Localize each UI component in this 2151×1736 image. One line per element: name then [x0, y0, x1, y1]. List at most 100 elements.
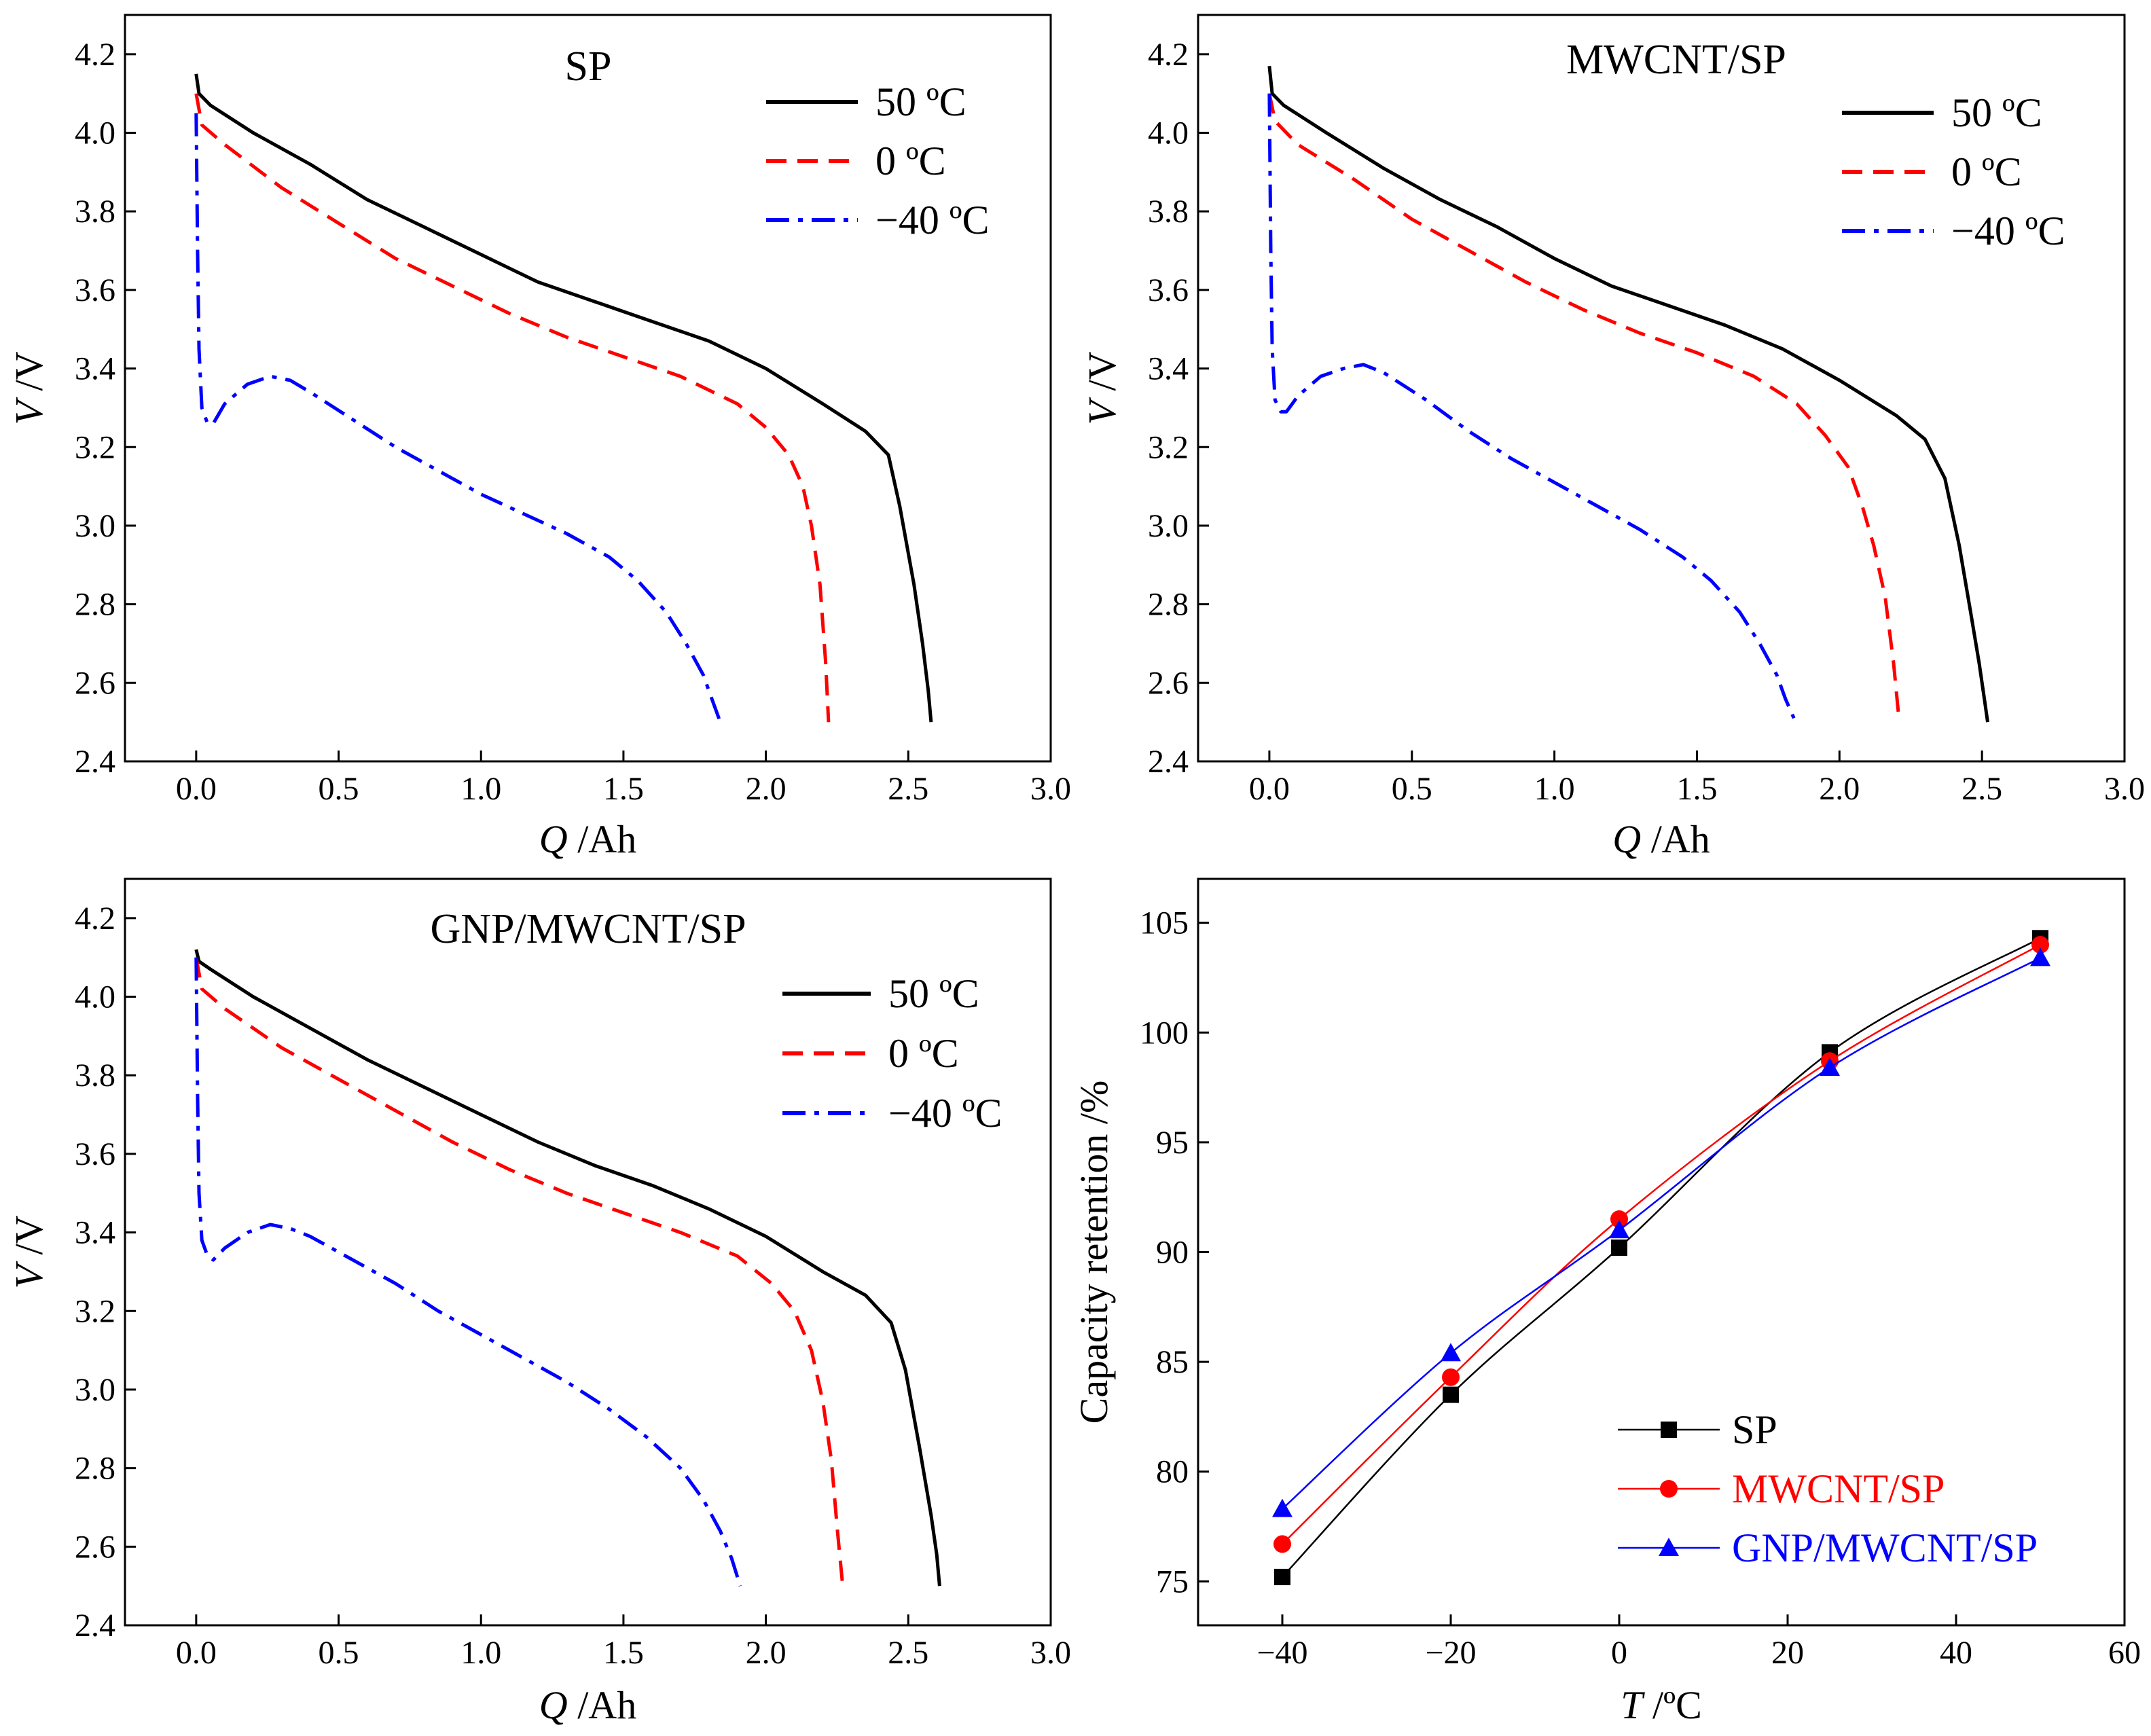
plot-frame	[124, 878, 1052, 1627]
series-line-3	[194, 957, 742, 1587]
y-axis-unit: /V	[1080, 351, 1124, 401]
data-point-2	[1273, 1535, 1291, 1553]
y-tick-label: 2.4	[1148, 744, 1189, 780]
y-tick-label: 3.6	[75, 1136, 115, 1172]
x-axis-title: Q /Ah	[539, 817, 636, 861]
y-tick-label: 2.8	[1148, 587, 1189, 623]
legend-marker	[1660, 1480, 1678, 1498]
y-tick-label: 4.2	[75, 901, 115, 937]
data-point-3	[1820, 1057, 1840, 1076]
x-tick-label: 1.5	[1676, 771, 1717, 807]
data-point-1	[1443, 1386, 1459, 1403]
x-axis-unit: /ºC	[1642, 1683, 1701, 1727]
y-tick-label: 3.2	[75, 1293, 115, 1329]
y-tick-label: 3.2	[75, 429, 115, 465]
y-tick-label: 90	[1156, 1235, 1189, 1271]
panel-4: −40 −20 0 20 40 60 75 80 85 90 95 100 105 T /ºC Capaci…	[1072, 878, 2141, 1727]
x-tick-label: 2.5	[888, 1635, 928, 1671]
data-point-2	[1610, 1210, 1628, 1229]
y-tick-label: 4.0	[1148, 115, 1189, 151]
x-tick-label: 1.0	[460, 771, 501, 807]
x-tick-label: 20	[1771, 1635, 1804, 1671]
x-tick-label: 0.0	[1249, 771, 1290, 807]
y-tick-label: 4.0	[75, 979, 115, 1015]
x-axis-unit: /Ah	[568, 1683, 637, 1727]
series-line-2	[1267, 93, 1901, 723]
legend-item-2: 0 ºC	[1842, 149, 2022, 194]
y-tick-label: 3.0	[75, 508, 115, 544]
x-axis-variable: Q	[539, 1683, 568, 1727]
series-line-1	[194, 73, 933, 723]
x-tick-label: 2.5	[888, 771, 928, 807]
y-tick-label: 105	[1140, 905, 1189, 941]
legend-label: 0 ºC	[875, 139, 946, 183]
y-tick-label: 2.6	[1148, 665, 1189, 701]
y-axis-unit: /V	[7, 351, 51, 401]
x-tick-label: 0.0	[176, 771, 217, 807]
y-tick-label: 2.8	[75, 587, 115, 623]
legend-item-2: 0 ºC	[782, 1031, 959, 1076]
x-axis-variable: Q	[539, 817, 568, 861]
panel-3: 0.0 0.5 1.0 1.5 2.0 2.5 3.0 2.4 2.6 2.8 3.0 3.2 3.4 3…	[7, 878, 1071, 1727]
x-tick-label: 0	[1611, 1635, 1627, 1671]
y-tick-label: 100	[1140, 1015, 1189, 1051]
x-tick-label: 3.0	[1030, 771, 1071, 807]
data-point-1	[1611, 1240, 1627, 1256]
x-tick-label: 0.5	[319, 771, 359, 807]
x-tick-label: 2.0	[746, 771, 787, 807]
legend-label: 50 ºC	[875, 79, 966, 124]
x-tick-label: 0.5	[319, 1635, 359, 1671]
x-tick-label: 60	[2108, 1635, 2141, 1671]
series-line-3	[194, 113, 722, 723]
y-tick-label: 3.8	[75, 194, 115, 230]
plot-frame	[124, 14, 1052, 763]
x-axis-unit: /Ah	[568, 817, 637, 861]
data-point-3	[1441, 1343, 1461, 1362]
legend-item-1: SP	[1618, 1407, 1777, 1452]
plot-frame	[1197, 14, 2126, 763]
series-curve-2	[1282, 943, 2041, 1545]
x-tick-label: −40	[1257, 1635, 1307, 1671]
y-axis-variable: V	[1080, 396, 1124, 424]
y-tick-label: 2.6	[75, 665, 115, 701]
y-axis-title: V /V	[7, 351, 51, 424]
y-tick-label: 4.2	[1148, 37, 1189, 73]
data-point-3	[2030, 947, 2050, 966]
y-tick-label: 3.8	[75, 1057, 115, 1093]
legend-label: SP	[1732, 1407, 1777, 1452]
y-tick-label: 75	[1156, 1563, 1189, 1599]
panel-1: 0.0 0.5 1.0 1.5 2.0 2.5 3.0 2.4 2.6 2.8 3.0 3.2 3.4 3…	[7, 14, 1071, 861]
y-tick-label: 3.4	[75, 351, 115, 387]
legend-label: MWCNT/SP	[1732, 1466, 1945, 1511]
legend-item-1: 50 ºC	[766, 79, 966, 124]
x-tick-label: 2.0	[746, 1635, 787, 1671]
legend-item-3: −40 ºC	[782, 1091, 1002, 1136]
y-axis-unit: /V	[7, 1215, 51, 1265]
data-point-1	[1274, 1568, 1290, 1585]
x-axis-title: Q /Ah	[1612, 817, 1710, 861]
y-tick-label: 3.0	[75, 1372, 115, 1408]
y-tick-label: 3.2	[1148, 429, 1189, 465]
panel-2: 0.0 0.5 1.0 1.5 2.0 2.5 3.0 2.4 2.6 2.8 3.0 3.2 3.4 3…	[1080, 14, 2145, 861]
legend-item-2: MWCNT/SP	[1618, 1466, 1945, 1511]
legend-label: GNP/MWCNT/SP	[1732, 1525, 2038, 1570]
series-line-1	[194, 949, 941, 1587]
data-point-2	[2031, 935, 2049, 954]
y-tick-label: 2.4	[75, 1608, 115, 1644]
y-axis-title: V /V	[7, 1215, 51, 1288]
y-tick-label: 2.6	[75, 1529, 115, 1565]
y-tick-label: 3.6	[75, 272, 115, 308]
legend-label: 0 ºC	[888, 1031, 959, 1076]
x-axis-title: T /ºC	[1621, 1683, 1702, 1727]
y-tick-label: 3.0	[1148, 508, 1189, 544]
y-tick-label: 95	[1156, 1125, 1189, 1161]
x-tick-label: −20	[1425, 1635, 1476, 1671]
x-tick-label: 3.0	[1030, 1635, 1071, 1671]
x-tick-label: 3.0	[2104, 771, 2145, 807]
x-tick-label: 1.5	[603, 771, 644, 807]
y-tick-label: 3.4	[75, 1215, 115, 1251]
x-tick-label: 0.5	[1392, 771, 1432, 807]
legend-label: −40 ºC	[1951, 209, 2065, 253]
y-tick-label: 4.2	[75, 37, 115, 73]
